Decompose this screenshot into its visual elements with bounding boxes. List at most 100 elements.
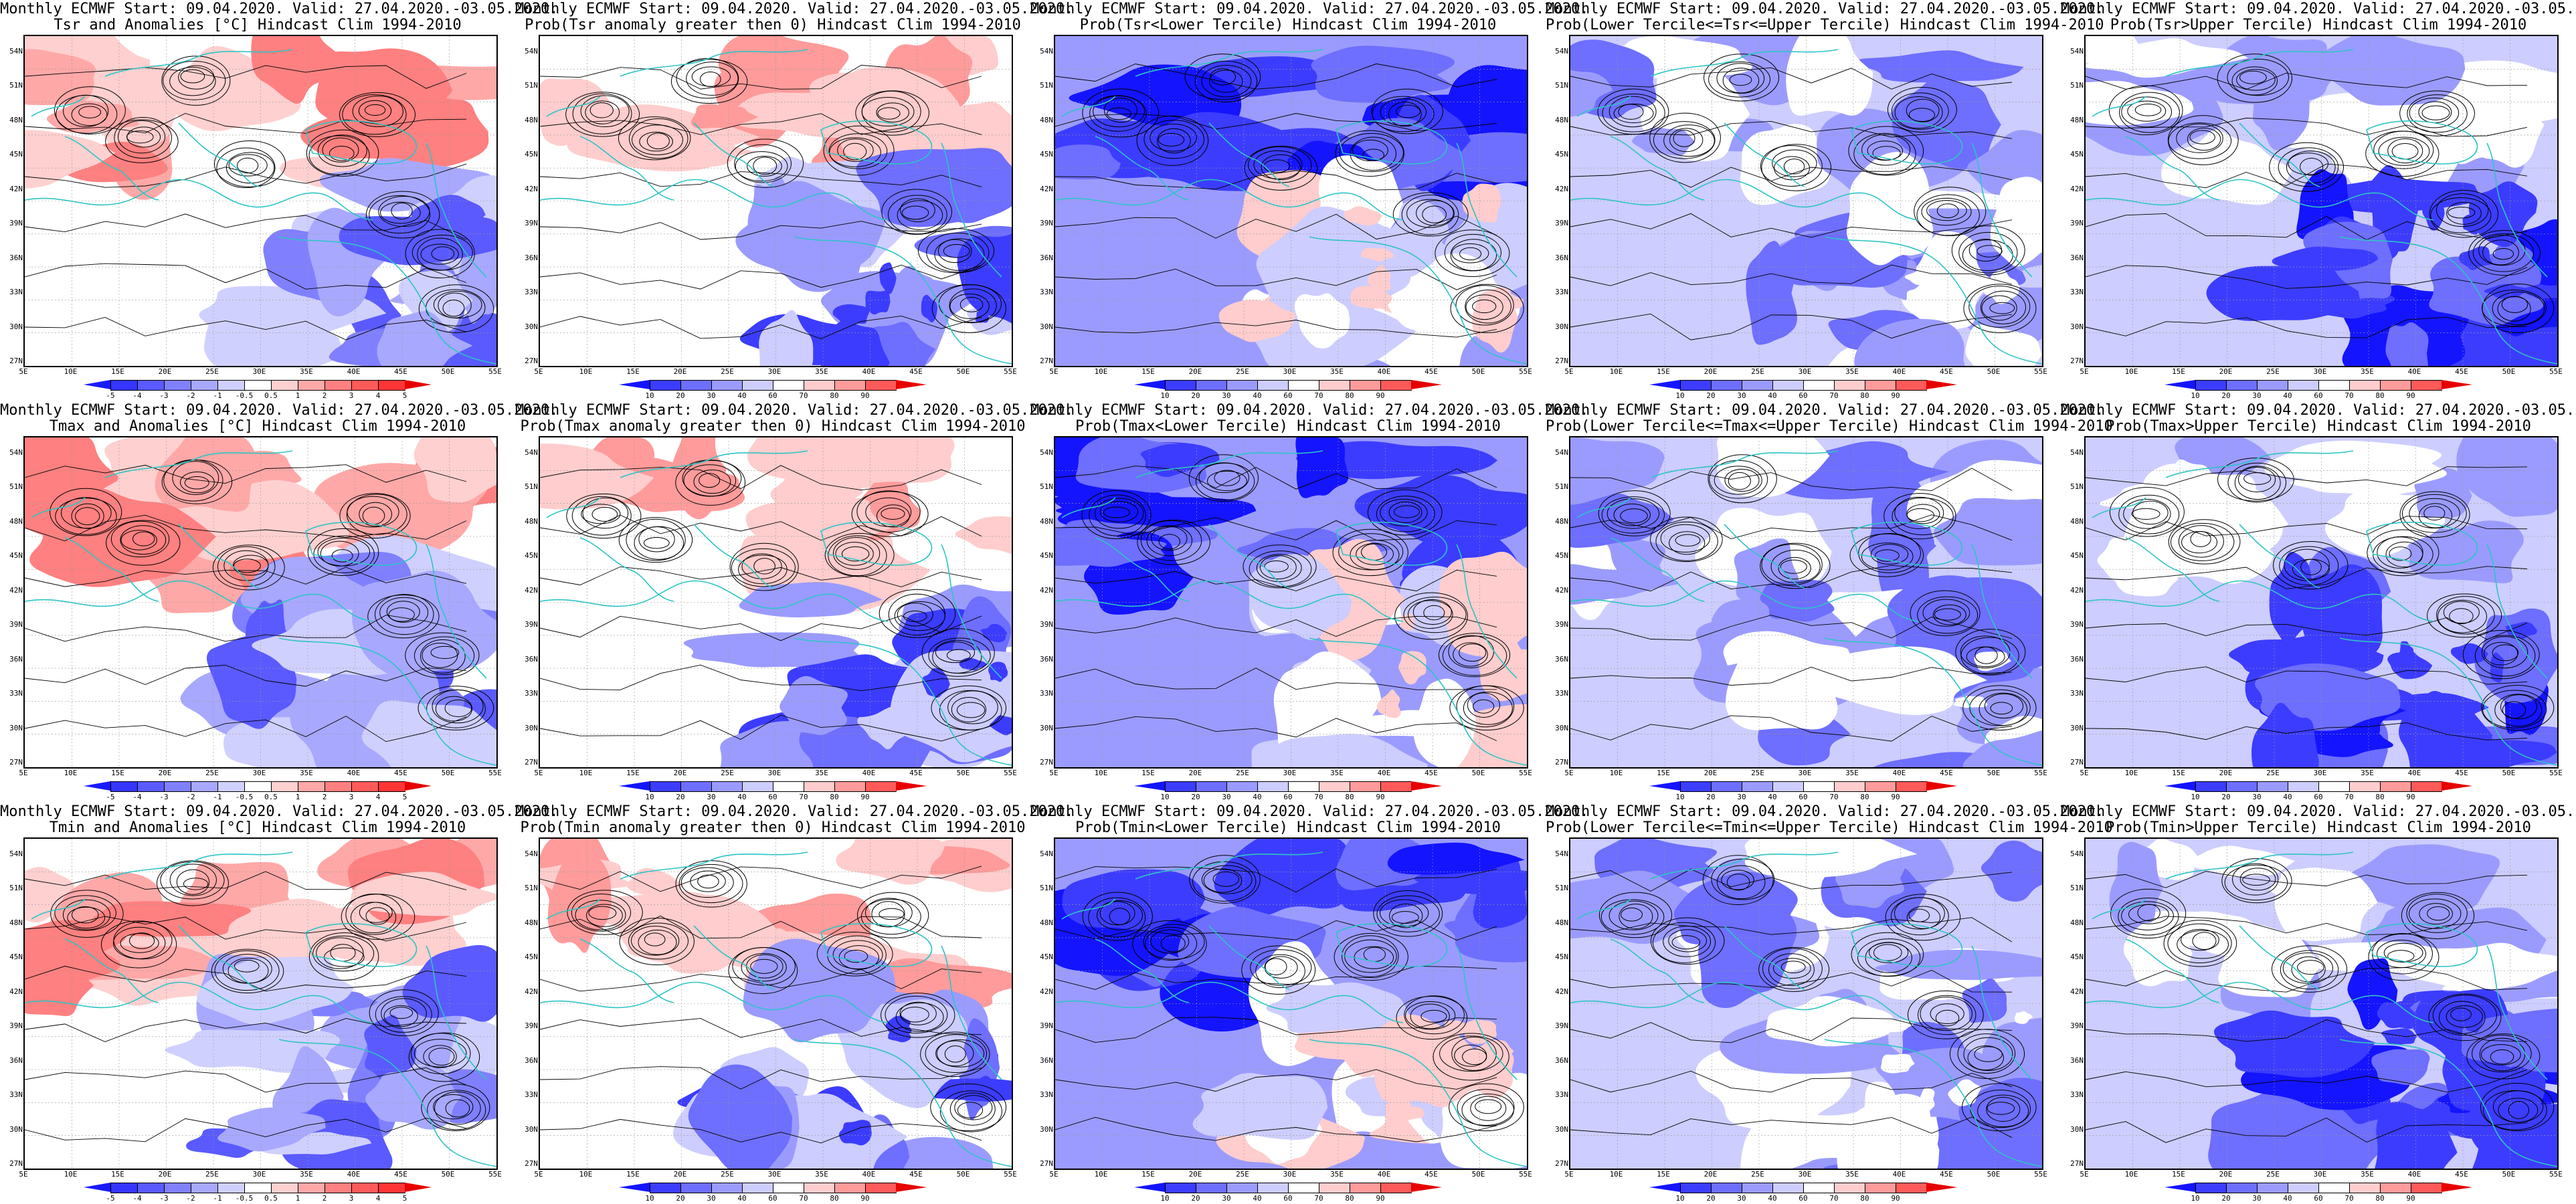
lon-label: 35E — [2361, 769, 2374, 777]
colorbar-label: 30 — [707, 1194, 716, 1203]
field-core — [2450, 643, 2488, 664]
lat-label: 51N — [525, 482, 538, 492]
contour-line — [1435, 229, 1510, 278]
lat-label: 27N — [525, 1159, 538, 1168]
field-blob — [1218, 300, 1295, 342]
colorbar-label: 1 — [295, 391, 300, 400]
coastline — [2125, 938, 2220, 1003]
coastline — [540, 580, 889, 622]
lon-label: 55E — [488, 1170, 502, 1179]
lat-label: 39N — [525, 620, 538, 629]
lon-label: 20E — [158, 367, 172, 376]
lon-label: 5E — [19, 367, 28, 376]
contour-line — [2399, 491, 2470, 538]
map-area — [539, 837, 1013, 1170]
contour-line — [381, 998, 427, 1029]
contour-line — [1473, 699, 1495, 714]
contour-line — [1906, 504, 1940, 524]
contour-line — [62, 899, 111, 930]
colorbar-swatch — [217, 1183, 245, 1193]
lat-label: 39N — [1555, 620, 1568, 629]
field-core — [2422, 199, 2445, 231]
field-blob — [1570, 564, 1679, 605]
lat-label: 39N — [2070, 219, 2084, 228]
contour-line — [1055, 1017, 1497, 1043]
contour-line — [1132, 920, 1207, 968]
lon-label: 55E — [2549, 367, 2563, 376]
lon-label: 15E — [1141, 367, 1155, 376]
contour-line — [117, 120, 166, 154]
colorbar-swatch — [1680, 781, 1712, 792]
lon-label: 20E — [1188, 769, 1202, 777]
contour-line — [308, 932, 379, 981]
field-blob — [1875, 949, 2042, 981]
contour-line — [828, 133, 888, 169]
contour-line — [1932, 604, 1966, 625]
contour-line — [2217, 54, 2293, 103]
contour-line — [877, 107, 901, 120]
field-core — [1344, 206, 1382, 226]
contour-line — [1243, 544, 1317, 589]
contour-line — [1957, 1033, 2016, 1074]
contour-line — [380, 201, 421, 224]
lat-label: 36N — [525, 253, 538, 262]
colorbar-swatch — [1411, 781, 1442, 791]
contour-line — [2086, 1069, 2528, 1093]
contour-line — [741, 553, 782, 579]
contour-line — [25, 163, 467, 188]
colorbar-swatch — [378, 380, 405, 391]
lat-label: 30N — [1040, 1124, 1053, 1134]
colorbar-label: 10 — [645, 1194, 654, 1203]
panel-title-line2: Prob(Tsr anomaly greater then 0) Hindcas… — [525, 17, 1021, 33]
field-blob — [1069, 64, 1242, 126]
colorbar-swatch — [2257, 1183, 2288, 1193]
contour-line — [225, 152, 275, 184]
lon-label: 35E — [300, 367, 313, 376]
lon-label: 55E — [1004, 1170, 1017, 1179]
lat-label: 27N — [525, 357, 538, 365]
contour-line — [1977, 1094, 2029, 1128]
lon-label: 20E — [673, 367, 687, 376]
lon-label: 20E — [2219, 769, 2233, 777]
contour-line — [1600, 899, 1665, 935]
field-blob — [2345, 844, 2500, 919]
field-core — [988, 662, 1008, 682]
contour-line — [444, 699, 472, 717]
colorbar-label: 40 — [1768, 1194, 1777, 1203]
coastline — [64, 938, 159, 1003]
lon-label: 55E — [2034, 769, 2047, 777]
contour-line — [1055, 668, 1497, 690]
contour-line — [2227, 462, 2287, 503]
contour-line — [431, 246, 455, 261]
lat-label: 30N — [9, 723, 23, 732]
contour-line — [1655, 521, 1718, 561]
contour-line — [2449, 608, 2474, 625]
colorbar-swatch — [1288, 781, 1319, 792]
contour-line — [2168, 519, 2241, 565]
lon-label: 45E — [909, 1170, 923, 1179]
lat-label: 54N — [2070, 448, 2084, 457]
colorbar-label: 5 — [402, 793, 407, 801]
colorbar-swatch — [2380, 781, 2411, 792]
lon-label: 20E — [1704, 769, 1718, 777]
map-panel-tmin-4: Monthly ECMWF Start: 09.04.2020. Valid: … — [1546, 803, 2113, 1204]
lat-label: 42N — [9, 987, 23, 996]
lat-label: 30N — [525, 1124, 538, 1134]
contour-line — [2430, 197, 2492, 233]
coastline — [1336, 923, 1448, 967]
contour-line — [2086, 1019, 2528, 1042]
contour-line — [341, 894, 416, 940]
contour-line — [930, 1083, 1007, 1132]
field-core — [1463, 1019, 1497, 1044]
field-core — [1880, 1054, 1915, 1074]
lon-label: 15E — [111, 367, 124, 376]
colorbar-label: -2 — [186, 1194, 195, 1203]
contour-line — [540, 866, 982, 892]
coastline — [2239, 122, 2320, 187]
colorbar-swatch — [1926, 1183, 1957, 1192]
field-blob — [377, 311, 473, 366]
colorbar-label: 70 — [799, 391, 808, 400]
field-core — [2484, 284, 2528, 299]
lon-label: 25E — [1751, 367, 1764, 376]
contour-line — [1420, 1009, 1447, 1023]
